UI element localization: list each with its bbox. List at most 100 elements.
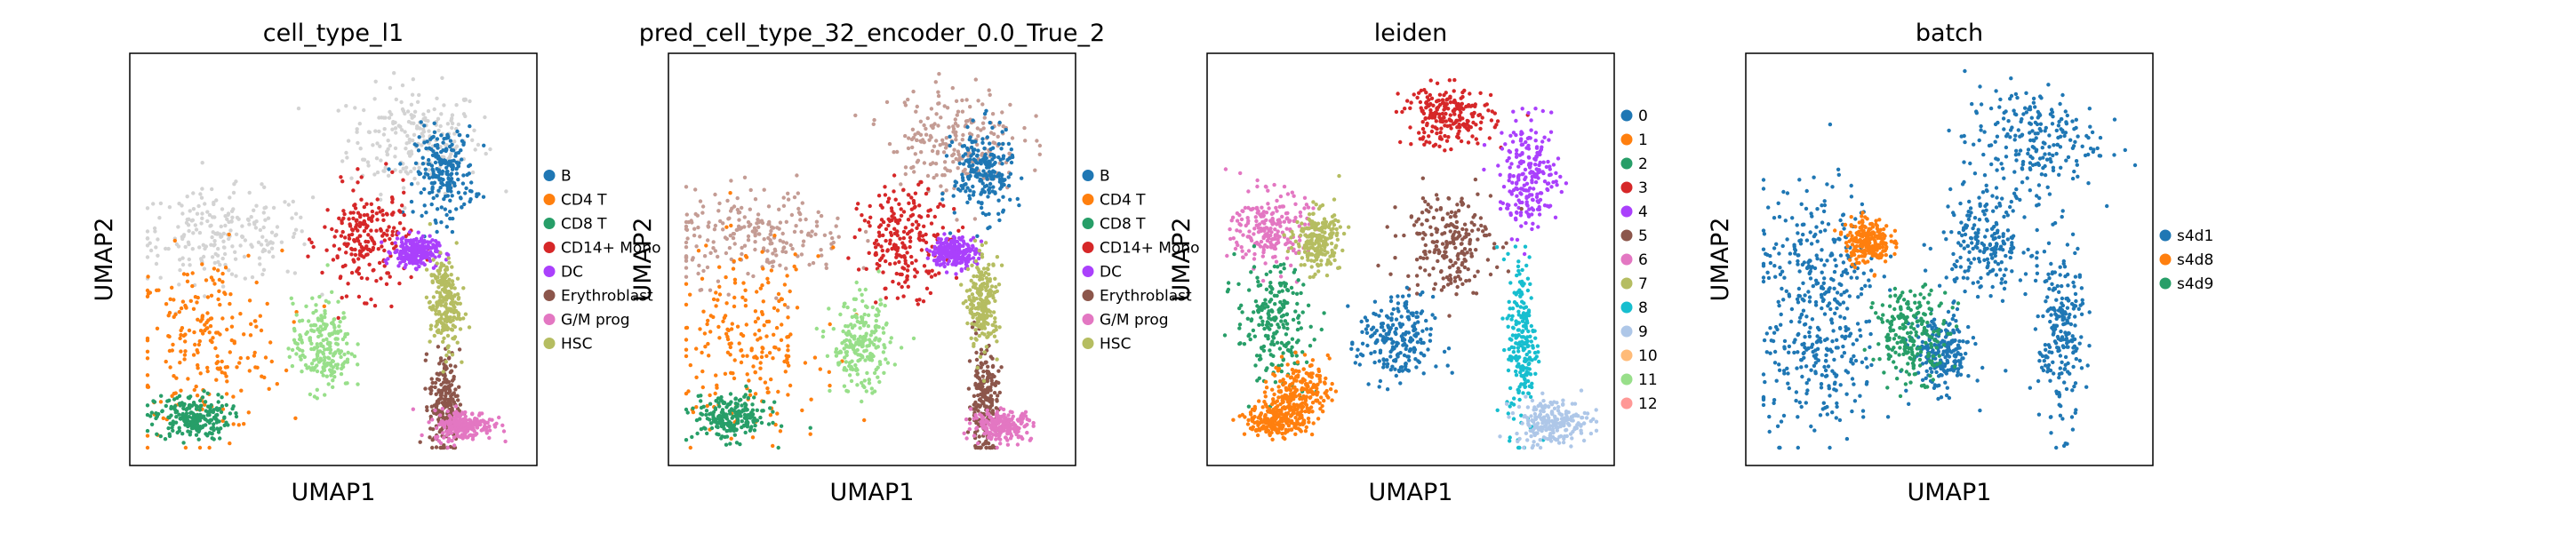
scatter-point bbox=[892, 150, 896, 155]
scatter-point bbox=[379, 158, 383, 163]
scatter-point bbox=[889, 336, 893, 340]
scatter-point bbox=[287, 354, 292, 359]
scatter-point bbox=[720, 415, 724, 420]
scatter-point bbox=[755, 290, 759, 294]
scatter-point bbox=[184, 417, 188, 421]
scatter-point bbox=[221, 239, 226, 243]
scatter-point bbox=[980, 121, 986, 125]
scatter-point bbox=[349, 252, 354, 257]
scatter-point bbox=[892, 227, 897, 231]
scatter-point bbox=[194, 407, 199, 411]
scatter-point bbox=[739, 360, 744, 365]
scatter-point bbox=[254, 280, 259, 285]
scatter-point bbox=[376, 247, 380, 251]
scatter-point bbox=[145, 229, 150, 234]
scatter-point bbox=[684, 212, 689, 217]
scatter-point bbox=[231, 394, 236, 399]
scatter-point bbox=[844, 323, 848, 329]
scatter-point bbox=[327, 333, 332, 338]
scatter-point bbox=[975, 386, 980, 391]
scatter-point bbox=[920, 234, 925, 238]
scatter-point bbox=[434, 392, 438, 396]
scatter-point bbox=[700, 350, 704, 355]
scatter-point bbox=[768, 242, 772, 246]
scatter-point bbox=[390, 229, 395, 234]
scatter-point bbox=[743, 298, 748, 302]
scatter-point bbox=[463, 191, 468, 195]
scatter-point bbox=[937, 271, 941, 275]
scatter-point bbox=[977, 434, 981, 439]
scatter-point bbox=[332, 235, 337, 239]
scatter-point bbox=[792, 195, 797, 200]
scatter-point bbox=[805, 233, 811, 237]
scatter-point bbox=[855, 341, 860, 346]
scatter-point bbox=[954, 133, 958, 139]
scatter-point bbox=[900, 284, 904, 290]
scatter-point bbox=[412, 121, 416, 125]
scatter-point bbox=[314, 303, 318, 307]
scatter-point bbox=[364, 239, 368, 244]
scatter-point bbox=[1037, 152, 1043, 156]
scatter-point bbox=[951, 130, 956, 134]
scatter-point bbox=[446, 379, 452, 385]
scatter-point bbox=[719, 410, 724, 415]
scatter-point bbox=[431, 258, 436, 262]
scatter-point bbox=[363, 246, 368, 251]
scatter-point bbox=[714, 399, 718, 403]
scatter-point bbox=[885, 248, 890, 252]
scatter-point bbox=[182, 357, 187, 362]
scatter-point bbox=[269, 359, 274, 364]
scatter-point bbox=[942, 251, 948, 257]
scatter-point bbox=[954, 156, 958, 162]
scatter-point bbox=[767, 219, 772, 225]
scatter-point bbox=[686, 219, 691, 225]
scatter-point bbox=[205, 434, 210, 438]
scatter-point bbox=[881, 350, 886, 354]
scatter-point bbox=[323, 225, 327, 229]
scatter-point bbox=[732, 376, 737, 381]
scatter-point bbox=[784, 266, 788, 271]
scatter-point bbox=[876, 243, 881, 247]
scatter-point bbox=[428, 137, 433, 141]
scatter-point bbox=[919, 248, 924, 252]
scatter-point bbox=[987, 187, 991, 192]
scatter-point bbox=[853, 362, 858, 368]
scatter-point bbox=[319, 318, 324, 323]
scatter-point bbox=[454, 207, 459, 211]
scatter-point bbox=[964, 436, 969, 441]
scatter-point bbox=[903, 226, 908, 230]
scatter-point bbox=[450, 279, 455, 283]
scatter-point bbox=[348, 224, 353, 228]
scatter-point bbox=[952, 207, 956, 211]
scatter-point bbox=[781, 240, 786, 244]
scatter-point bbox=[309, 341, 314, 346]
scatter-point bbox=[716, 324, 721, 330]
scatter-point bbox=[878, 362, 883, 367]
scatter-point bbox=[873, 245, 878, 250]
scatter-point bbox=[896, 282, 901, 286]
scatter-point bbox=[449, 327, 453, 331]
scatter-point bbox=[741, 281, 746, 285]
scatter-point bbox=[347, 217, 351, 221]
scatter-point bbox=[449, 300, 453, 305]
scatter-point bbox=[331, 385, 335, 389]
scatter-point bbox=[204, 326, 209, 330]
scatter-point bbox=[236, 423, 241, 427]
scatter-point bbox=[341, 209, 346, 213]
scatter-point bbox=[240, 235, 244, 240]
scatter-point bbox=[1422, 130, 1427, 135]
scatter-point bbox=[312, 394, 317, 399]
scatter-point bbox=[834, 224, 838, 228]
scatter-point bbox=[997, 390, 1003, 395]
scatter-point bbox=[771, 356, 775, 361]
scatter-point bbox=[936, 204, 940, 210]
scatter-point bbox=[275, 382, 279, 386]
scatter-point bbox=[447, 159, 452, 163]
scatter-point bbox=[448, 139, 453, 143]
scatter-point bbox=[400, 107, 405, 112]
scatter-point bbox=[453, 404, 459, 409]
scatter-point bbox=[490, 418, 494, 422]
scatter-point bbox=[988, 277, 993, 282]
scatter-point bbox=[930, 268, 934, 273]
scatter-point bbox=[892, 173, 897, 178]
